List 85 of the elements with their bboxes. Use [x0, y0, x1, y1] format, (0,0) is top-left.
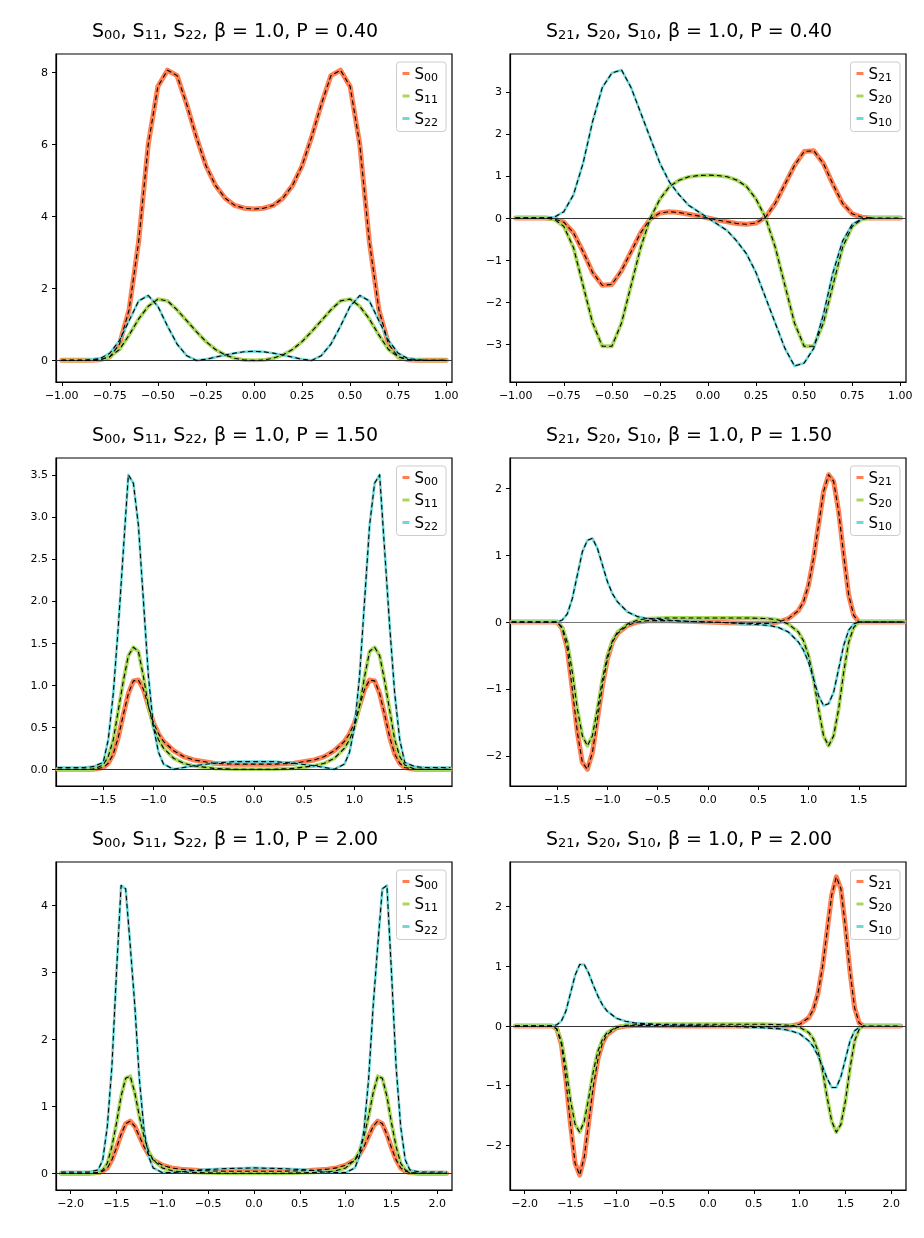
x-tick-label: 1.5 [836, 1197, 855, 1210]
x-tick-label: 0.0 [245, 1197, 263, 1210]
x-tick-label: 1.5 [396, 793, 414, 806]
x-tick-label: −0.5 [644, 793, 672, 806]
y-tick-label: 0.0 [30, 762, 48, 776]
y-tick-label: 4 [41, 209, 48, 223]
y-tick-label: −1 [485, 1079, 502, 1093]
y-tick-label: 3 [495, 85, 502, 99]
x-tick-label: −1.00 [498, 389, 533, 402]
x-tick-label: 1.5 [382, 1197, 401, 1210]
y-tick-label: 2.0 [30, 594, 48, 608]
x-tick-label: 0.00 [241, 389, 267, 402]
x-tick-label: 2.0 [428, 1197, 447, 1210]
x-tick-label: 0.0 [699, 793, 717, 806]
y-tick-label: −1 [485, 682, 502, 696]
y-tick-label: −2 [485, 295, 502, 309]
y-tick-label: 3.5 [30, 468, 48, 482]
y-tick-label: 1 [495, 959, 502, 973]
x-tick-label: −1.0 [148, 1197, 176, 1210]
x-tick-label: −0.75 [92, 389, 127, 402]
x-tick-label: 0.5 [745, 1197, 763, 1210]
y-tick-label: 6 [41, 137, 48, 151]
y-tick-label: −2 [485, 749, 502, 763]
y-tick-label: 2 [41, 281, 48, 295]
x-tick-label: −1.5 [543, 793, 571, 806]
x-tick-label: 1.0 [790, 1197, 809, 1210]
y-tick-label: 2 [495, 127, 502, 141]
x-tick-label: 0.50 [791, 389, 817, 402]
y-tick-label: 1 [41, 1099, 48, 1113]
y-tick-label: −3 [485, 337, 502, 351]
x-tick-label: −1.5 [103, 1197, 130, 1210]
x-tick-label: 0.25 [289, 389, 315, 402]
y-tick-label: 3 [41, 965, 48, 979]
x-tick-label: −0.5 [190, 793, 218, 806]
x-tick-label: 0.0 [245, 793, 263, 806]
y-tick-label: 2.5 [30, 552, 48, 566]
y-tick-label: 1.0 [30, 678, 48, 692]
x-tick-label: −1.5 [89, 793, 117, 806]
y-tick-label: −1 [485, 253, 502, 267]
y-tick-label: 1 [495, 169, 502, 183]
y-tick-label: 1 [495, 548, 502, 562]
x-tick-label: 2.0 [882, 1197, 901, 1210]
y-tick-label: 1.5 [30, 636, 48, 650]
x-tick-label: 1.0 [336, 1197, 355, 1210]
x-tick-label: 0.0 [699, 1197, 717, 1210]
y-tick-label: 3.0 [30, 510, 48, 524]
x-tick-label: 0.25 [743, 389, 769, 402]
x-tick-label: −2.0 [57, 1197, 85, 1210]
x-tick-label: 0.5 [291, 1197, 309, 1210]
x-tick-label: −0.25 [643, 389, 677, 402]
x-tick-label: 1.00 [887, 389, 913, 402]
x-tick-label: 1.5 [850, 793, 868, 806]
x-tick-label: −0.50 [141, 389, 175, 402]
y-tick-label: 2 [495, 900, 502, 914]
x-tick-label: −0.25 [189, 389, 223, 402]
y-tick-label: 2 [495, 481, 502, 495]
y-tick-label: 0 [495, 615, 502, 629]
x-tick-label: 1.0 [345, 793, 364, 806]
y-tick-label: 0 [495, 211, 502, 225]
x-tick-label: 0.75 [839, 389, 865, 402]
y-tick-label: 0 [41, 1166, 48, 1180]
x-tick-label: −0.50 [595, 389, 629, 402]
y-tick-label: 0 [495, 1019, 502, 1033]
y-tick-label: −2 [485, 1138, 502, 1152]
x-tick-label: −2.0 [511, 1197, 539, 1210]
y-tick-label: 2 [41, 1032, 48, 1046]
x-tick-label: −1.0 [594, 793, 621, 806]
x-tick-label: −0.5 [194, 1197, 222, 1210]
x-tick-label: 0.5 [749, 793, 767, 806]
x-tick-label: 0.5 [295, 793, 313, 806]
x-tick-label: −1.00 [44, 389, 79, 402]
x-tick-label: −1.5 [557, 1197, 584, 1210]
x-tick-label: 1.0 [799, 793, 818, 806]
y-tick-label: 0 [41, 353, 48, 367]
x-tick-label: −0.5 [648, 1197, 676, 1210]
x-tick-label: −1.0 [140, 793, 167, 806]
y-tick-label: 0.5 [30, 720, 48, 734]
x-tick-label: 0.50 [337, 389, 363, 402]
x-tick-label: 1.00 [433, 389, 459, 402]
y-tick-label: 4 [41, 899, 48, 913]
x-tick-label: 0.00 [695, 389, 721, 402]
x-tick-label: −0.75 [546, 389, 581, 402]
x-tick-label: 0.75 [385, 389, 411, 402]
x-tick-label: −1.0 [602, 1197, 630, 1210]
y-tick-label: 8 [41, 65, 48, 79]
